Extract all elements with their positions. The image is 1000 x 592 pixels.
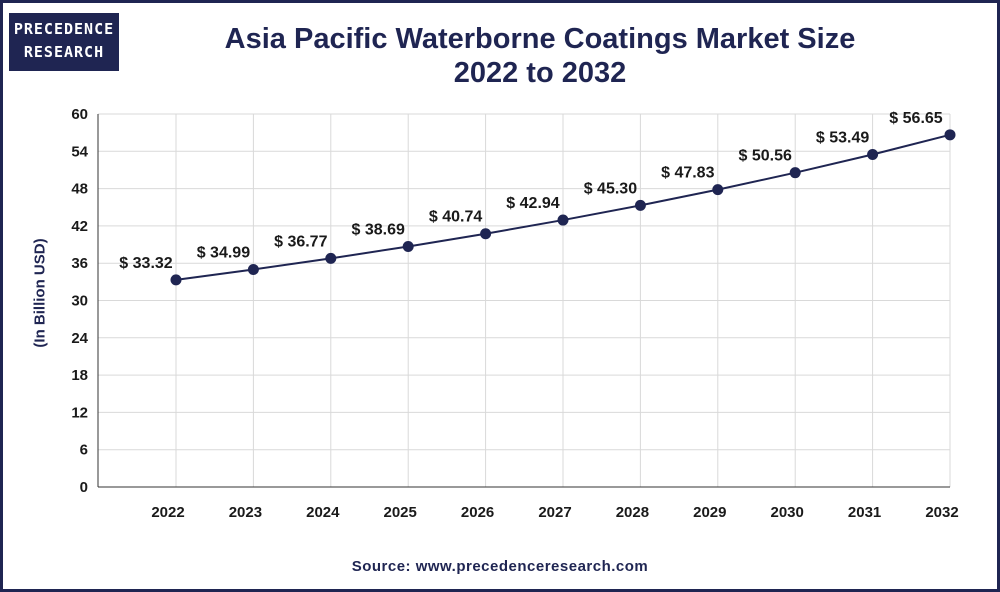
data-label: $ 40.74: [429, 209, 482, 226]
data-label: $ 56.65: [889, 110, 942, 127]
data-label: $ 36.77: [274, 233, 327, 250]
y-tick-label: 54: [71, 143, 88, 160]
y-tick-label: 30: [71, 293, 88, 310]
y-tick-label: 0: [80, 479, 88, 496]
data-point: [325, 252, 337, 264]
data-point: [867, 148, 879, 160]
chart-title-line-2: 2022 to 2032: [453, 57, 627, 89]
y-tick-label: 6: [80, 442, 88, 459]
x-tick-label: 2032: [925, 504, 958, 521]
y-tick-label: 36: [71, 255, 88, 272]
data-point: [557, 214, 569, 226]
x-tick-label: 2026: [461, 504, 494, 521]
x-tick-label: 2028: [616, 504, 649, 521]
y-tick-label: 18: [71, 367, 88, 384]
x-tick-label: 2023: [229, 504, 262, 521]
data-point: [789, 167, 801, 179]
data-label: $ 38.69: [352, 221, 405, 238]
data-label: $ 34.99: [197, 244, 250, 261]
y-tick-label: 60: [71, 106, 88, 123]
y-tick-label: 24: [71, 330, 88, 347]
x-tick-label: 2022: [151, 504, 184, 521]
x-tick-label: 2031: [848, 504, 881, 521]
y-tick-label: 12: [71, 404, 88, 421]
data-label: $ 45.30: [584, 180, 637, 197]
logo-line-1: PRECEDENCE: [13, 20, 115, 38]
data-point: [170, 274, 182, 286]
chart-title-line-1: Asia Pacific Waterborne Coatings Market …: [224, 23, 856, 55]
y-tick-label: 42: [71, 218, 88, 235]
y-tick-label: 48: [71, 181, 88, 198]
logo-line-2: RESEARCH: [23, 43, 105, 61]
x-tick-label: 2027: [538, 504, 571, 521]
data-point: [402, 240, 414, 252]
data-point: [247, 263, 259, 275]
source-text: Source: www.precedenceresearch.com: [351, 558, 649, 575]
x-tick-label: 2024: [306, 504, 340, 521]
precedence-research-logo: PRECEDENCE RESEARCH: [9, 13, 119, 71]
data-label: $ 50.56: [739, 148, 792, 165]
x-tick-label: 2025: [384, 504, 417, 521]
data-label: $ 47.83: [661, 165, 714, 182]
data-point: [634, 199, 646, 211]
chart-title: Asia Pacific Waterborne Coatings Market …: [150, 22, 930, 90]
data-point: [480, 228, 492, 240]
data-point: [712, 184, 724, 196]
x-tick-label: 2030: [771, 504, 804, 521]
data-label: $ 33.32: [119, 255, 172, 272]
data-label: $ 53.49: [816, 129, 869, 146]
data-point: [944, 129, 956, 141]
data-label: $ 42.94: [506, 195, 559, 212]
x-tick-label: 2029: [693, 504, 726, 521]
